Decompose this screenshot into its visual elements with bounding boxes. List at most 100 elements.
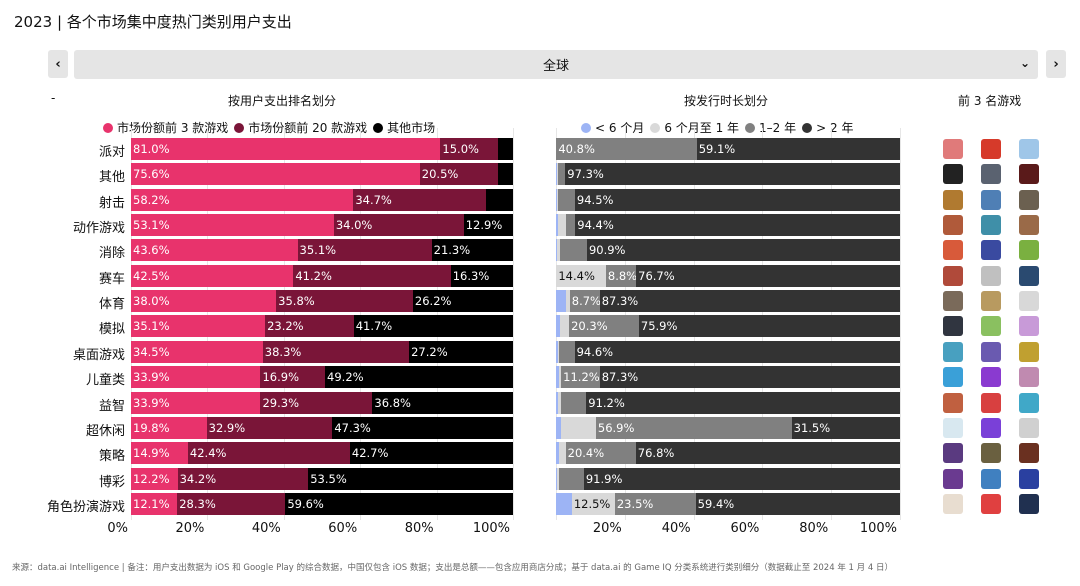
bar-value-label: 75.6% — [133, 167, 170, 182]
bar-segment: 59.4% — [695, 492, 900, 515]
game-icon — [981, 341, 1001, 362]
region-dropdown[interactable]: 全球 ⌄ — [74, 50, 1038, 79]
category-label: 益智 — [98, 398, 125, 414]
bar-segment: 38.3% — [262, 340, 410, 363]
bar-value-label: 40.8% — [558, 142, 595, 156]
game-icon — [1019, 392, 1039, 413]
bar-segment: 34.5% — [131, 340, 263, 363]
bar-value-label: 8.8% — [607, 268, 638, 283]
bar-value-label: 53.1% — [133, 218, 170, 233]
legend-label: > 2 年 — [816, 121, 854, 135]
legend-label: 1–2 年 — [759, 121, 797, 135]
bar-segment: 23.2% — [265, 315, 354, 338]
bar-value-label: 11.2% — [563, 370, 600, 385]
bar-value-label: 59.4% — [697, 496, 735, 511]
bar-value-label: 34.5% — [133, 344, 170, 359]
legend-dot-icon — [745, 123, 756, 133]
game-icon — [1019, 215, 1039, 236]
bar-segment: 15.0% — [440, 138, 498, 160]
x-tick-label: 40% — [661, 521, 691, 536]
game-icon — [1019, 240, 1039, 261]
bar-segment — [556, 391, 558, 414]
game-icon — [943, 291, 963, 312]
bar-value-label: 90.9% — [588, 243, 626, 258]
bar-value-label: 34.7% — [355, 192, 392, 207]
legend-label: 市场份额前 3 款游戏 — [117, 121, 229, 135]
previous-region-button[interactable]: ‹ — [48, 50, 68, 78]
gridline — [900, 128, 901, 520]
bar-segment: 28.3% — [177, 492, 286, 515]
legend-dot-icon — [103, 123, 113, 133]
bar-segment: 23.5% — [614, 492, 696, 515]
bar-segment: 76.7% — [636, 264, 900, 287]
bar-segment — [558, 340, 575, 363]
bar-segment: 87.3% — [599, 290, 900, 313]
bar-segment — [556, 467, 558, 490]
bar-segment: 35.1% — [297, 239, 432, 262]
game-icon — [1019, 367, 1039, 388]
category-label: 策略 — [98, 449, 125, 465]
game-icon — [943, 367, 963, 388]
legend-label: 其他市场 — [387, 121, 436, 135]
legend-right: < 6 个月 6 个月至 1 年 1–2 年 > 2 年 — [581, 119, 853, 136]
bar-value-label: 41.2% — [295, 268, 332, 283]
bar-value-label: 43.6% — [133, 243, 170, 258]
bar-value-label: 12.2% — [133, 471, 170, 486]
game-icon — [943, 215, 963, 236]
bar-segment: 56.9% — [595, 416, 792, 439]
game-icon — [943, 417, 963, 438]
bar-value-label: 81.0% — [133, 142, 170, 156]
bar-segment: 97.3% — [565, 163, 900, 186]
bar-value-label: 49.2% — [327, 370, 364, 385]
bar-value-label: 8.7% — [571, 294, 601, 309]
bar-value-label: 59.1% — [698, 142, 736, 156]
bar-value-label: 28.3% — [179, 496, 216, 511]
bar-value-label: 16.3% — [452, 268, 490, 283]
bar-segment — [559, 239, 587, 262]
category-label: 角色扮演游戏 — [46, 499, 125, 515]
bar-segment: 94.5% — [574, 188, 900, 211]
game-icon — [981, 493, 1001, 514]
category-label: 派对 — [98, 145, 125, 160]
game-icon — [981, 139, 1001, 159]
category-label: 儿童类 — [85, 373, 125, 389]
game-icon — [1019, 417, 1039, 438]
bar-segment: 19.8% — [131, 416, 207, 439]
game-icon — [981, 367, 1001, 388]
game-icon — [981, 392, 1001, 413]
bar-segment: 20.4% — [565, 442, 636, 465]
game-icon — [1019, 493, 1039, 514]
bar-value-label: 21.3% — [433, 243, 471, 258]
game-icon — [981, 265, 1001, 286]
bar-segment — [557, 188, 560, 211]
game-icon — [981, 240, 1001, 261]
bar-value-label: 12.1% — [133, 496, 170, 511]
next-region-button[interactable]: › — [1046, 50, 1066, 78]
bar-value-label: 15.0% — [442, 142, 479, 156]
category-label: 赛车 — [98, 271, 125, 287]
bar-segment — [558, 467, 584, 490]
bar-segment: 94.6% — [574, 340, 900, 363]
x-tick-label: 60% — [730, 521, 760, 536]
bar-value-label: 76.8% — [637, 446, 675, 461]
game-icon — [943, 316, 963, 337]
game-icon — [981, 291, 1001, 312]
page-title: 2023 | 各个市场集中度热门类别用户支出 — [14, 13, 292, 31]
legend-item: 6 个月至 1 年 — [650, 119, 739, 136]
bar-value-label: 38.0% — [133, 294, 170, 309]
chevron-down-icon: ⌄ — [1019, 56, 1030, 70]
bar-segment: 42.7% — [349, 442, 513, 465]
bar-segment: 91.2% — [586, 391, 900, 414]
bar-value-label: 35.1% — [299, 243, 337, 258]
game-icon — [981, 215, 1001, 236]
bar-segment: 59.6% — [285, 492, 513, 515]
bar-segment — [565, 214, 576, 237]
bar-segment: 81.0% — [131, 138, 441, 160]
legend-dot-icon — [234, 123, 245, 133]
bar-value-label: 12.9% — [465, 218, 503, 233]
legend-dot-icon — [650, 123, 661, 133]
legend-label: < 6 个月 — [595, 121, 645, 135]
bar-segment: 32.9% — [206, 416, 333, 439]
bar-value-label: 36.8% — [374, 395, 411, 410]
bar-value-label: 29.3% — [262, 395, 300, 410]
